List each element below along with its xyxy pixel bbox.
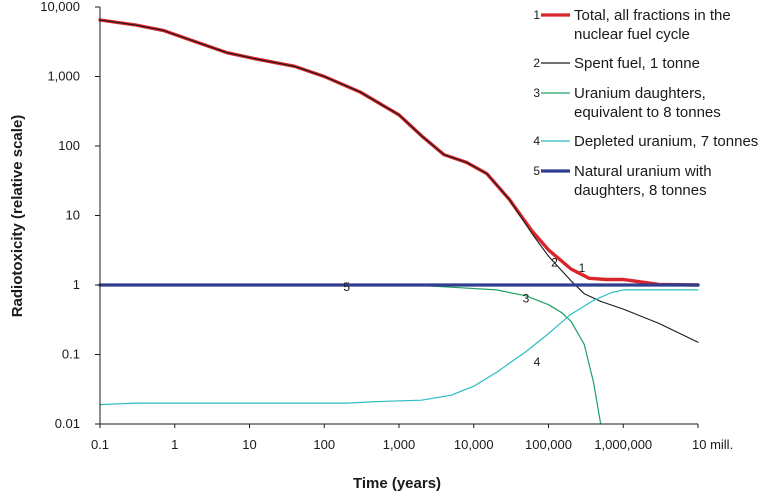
- y-tick-label: 10,000: [40, 0, 80, 14]
- series-2-line: [99, 19, 699, 343]
- x-tick-label: 100,000: [525, 437, 572, 452]
- y-axis-title: Radiotoxicity (relative scale): [9, 115, 26, 318]
- legend-number-1: 1: [533, 8, 540, 22]
- x-tick-label: 1,000,000: [594, 437, 652, 452]
- x-ticks: 0.1 1 10 100 1,000 10,000 100,000 1,000,000 10 m…: [91, 424, 733, 452]
- y-tick-label: 1,000: [47, 69, 80, 84]
- series-4-curve-label: 4: [534, 355, 541, 369]
- plot-lines: [98, 18, 700, 425]
- x-tick-label: 100: [313, 437, 335, 452]
- x-tick-label: 1,000: [383, 437, 416, 452]
- series-2-curve-label: 2: [551, 255, 558, 269]
- legend-number-3: 3: [533, 86, 540, 100]
- x-axis-title: Time (years): [353, 475, 441, 492]
- y-tick-label: 100: [58, 138, 80, 153]
- legend-label-3: equivalent to 8 tonnes: [574, 104, 721, 121]
- legend-label-1: nuclear fuel cycle: [574, 26, 690, 43]
- x-tick-label: 10: [242, 437, 256, 452]
- legend: 1 Total, all fractions in the nuclear fuel…: [533, 7, 758, 199]
- x-tick-label: 0.1: [91, 437, 109, 452]
- legend-label-4: Depleted uranium, 7 tonnes: [574, 133, 758, 150]
- x-tick-label: 1: [171, 437, 178, 452]
- y-tick-label: 1: [73, 277, 80, 292]
- y-tick-label: 0.1: [62, 347, 80, 362]
- legend-label-3: Uranium daughters,: [574, 85, 706, 102]
- legend-number-5: 5: [533, 164, 540, 178]
- legend-label-5: Natural uranium with: [574, 163, 712, 180]
- legend-label-2: Spent fuel, 1 tonne: [574, 55, 700, 72]
- series-1-curve-label: 1: [579, 261, 586, 275]
- series-4-line: [99, 289, 699, 406]
- x-tick-label: 10,000: [454, 437, 494, 452]
- y-ticks: 10,000 1,000 100 10 1 0.1 0.01: [40, 0, 100, 431]
- y-tick-label: 10: [66, 208, 80, 223]
- series-5-curve-label: 5: [343, 280, 350, 294]
- curve-labels: 1 2 3 4 5: [343, 255, 585, 369]
- y-tick-label: 0.01: [55, 416, 80, 431]
- legend-label-5: daughters, 8 tonnes: [574, 182, 707, 199]
- legend-number-2: 2: [533, 56, 540, 70]
- series-3-curve-label: 3: [523, 292, 530, 306]
- legend-number-4: 4: [533, 134, 540, 148]
- legend-label-1: Total, all fractions in the: [574, 7, 731, 24]
- x-tick-label: 10 mill.: [692, 437, 733, 452]
